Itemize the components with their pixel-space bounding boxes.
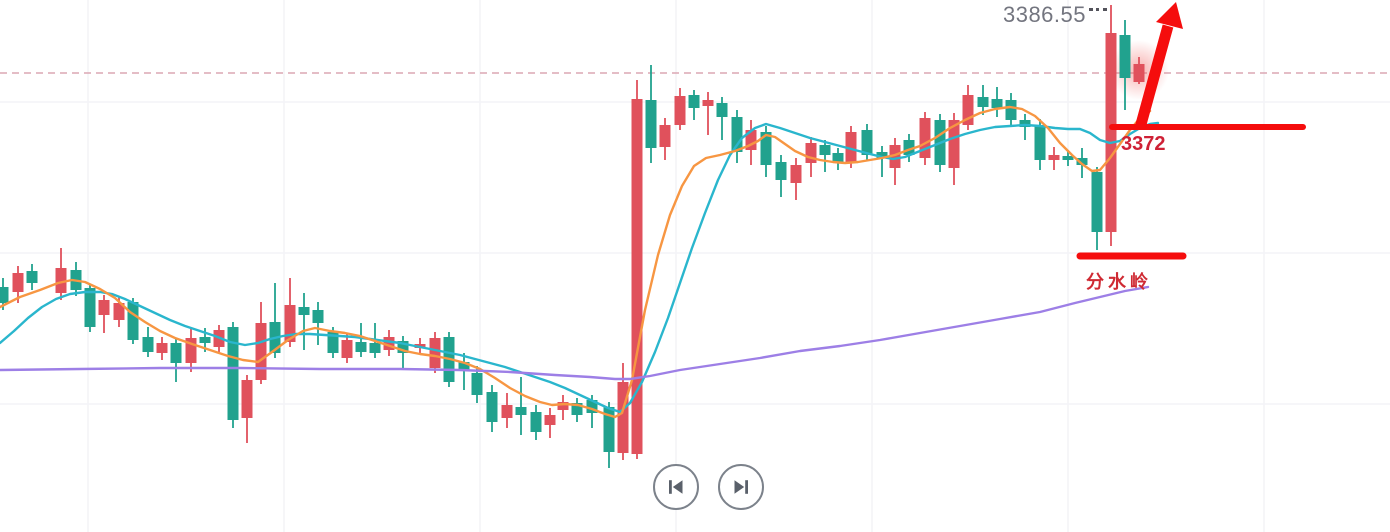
candle: [227, 322, 239, 428]
candle: [55, 248, 67, 300]
candle: [571, 398, 583, 422]
candle: [688, 90, 700, 120]
candle: [312, 302, 324, 345]
candle: [1034, 119, 1046, 170]
candle: [962, 85, 974, 130]
candle: [458, 353, 470, 390]
candle: [702, 92, 714, 135]
candle: [383, 330, 395, 356]
candle: [876, 146, 888, 177]
candle: [26, 264, 38, 290]
resistance-price-label: 3372: [1121, 133, 1166, 155]
candle: [645, 65, 657, 163]
candle: [716, 97, 728, 140]
candle: [631, 80, 643, 459]
ma-line-purple: [0, 285, 1150, 381]
candle: [142, 327, 154, 357]
candle: [861, 124, 873, 161]
candle: [1105, 5, 1117, 246]
candle: [760, 126, 772, 177]
ma-line-orange: [0, 105, 1152, 419]
candle: [429, 332, 441, 373]
watershed-label: 分水岭: [1086, 272, 1152, 292]
candle: [397, 336, 409, 370]
candle: [530, 405, 542, 440]
leader-dots: [1089, 8, 1107, 11]
ma-line-cyan: [0, 121, 1160, 414]
candle: [515, 377, 527, 435]
skip-to-end-button[interactable]: [718, 464, 764, 510]
candle: [1005, 93, 1017, 127]
candle: [1091, 167, 1103, 250]
candle: [790, 158, 802, 200]
candle: [486, 385, 498, 432]
candle: [745, 120, 757, 165]
candle: [832, 148, 844, 170]
candle: [977, 85, 989, 115]
candle: [1019, 114, 1031, 140]
candle: [674, 88, 686, 130]
candle: [544, 408, 556, 438]
candle: [127, 298, 139, 344]
skip-back-icon: [669, 480, 683, 494]
candle: [845, 126, 857, 168]
candle: [659, 118, 671, 160]
candle: [241, 375, 253, 443]
candle: [731, 110, 743, 163]
candle: [1048, 147, 1060, 170]
candle: [919, 112, 931, 165]
candle: [170, 338, 182, 382]
skip-to-start-button[interactable]: [653, 464, 699, 510]
candle: [1119, 20, 1131, 110]
candle: [775, 155, 787, 197]
candle: [991, 87, 1003, 117]
candle: [903, 134, 915, 162]
skip-forward-icon: [734, 480, 748, 494]
candle: [355, 323, 367, 357]
candle: [889, 138, 901, 185]
candle: [341, 333, 353, 363]
candle: [557, 395, 569, 420]
candle: [298, 293, 310, 350]
candle: [603, 402, 615, 468]
candle: [501, 393, 513, 428]
candle: [185, 327, 197, 372]
candle: [819, 140, 831, 172]
price-high-label: 3386.55: [1002, 2, 1086, 27]
candle: [471, 366, 483, 403]
candle: [156, 337, 168, 360]
candle: [98, 295, 110, 333]
